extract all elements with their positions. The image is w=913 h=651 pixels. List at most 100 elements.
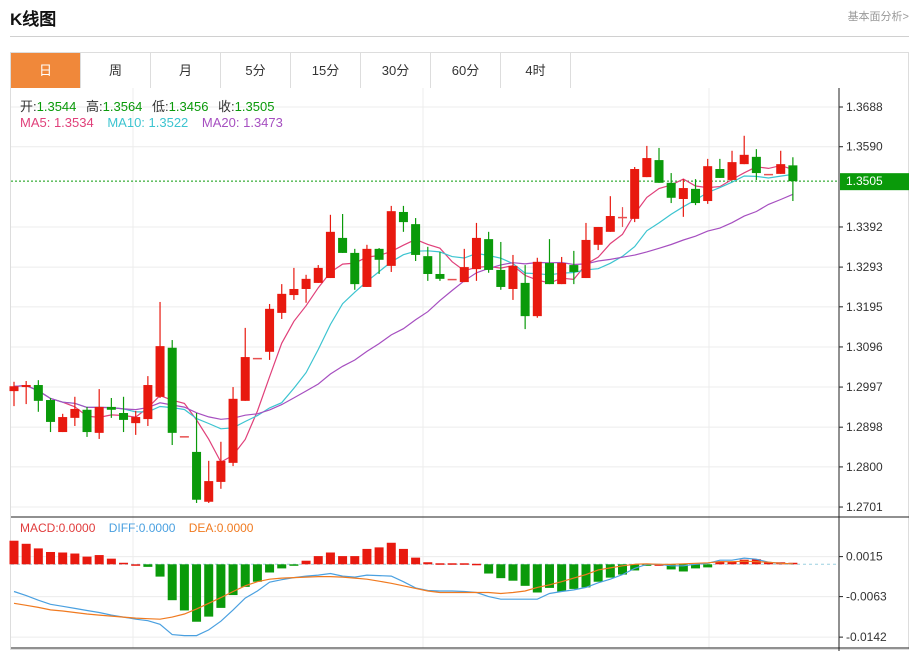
price-tick-label: 1.2800: [846, 460, 883, 474]
candle-body: [228, 398, 238, 463]
tab-month[interactable]: 月: [151, 53, 221, 88]
macd-histogram-bar: [106, 558, 116, 565]
low-value: 1.3456: [168, 99, 209, 114]
page-title: K线图: [10, 10, 57, 29]
candle: [252, 357, 262, 360]
price-tick-label: 1.2997: [846, 380, 883, 394]
candle: [788, 157, 798, 202]
macd-histogram-bar: [508, 564, 518, 581]
candle: [532, 257, 542, 318]
candle-body: [106, 406, 116, 410]
macd-histogram-bar: [289, 564, 299, 566]
macd-histogram-bar: [423, 562, 433, 565]
price-tick-label: 1.3195: [846, 300, 883, 314]
tab-15min[interactable]: 15分: [291, 53, 361, 88]
macd-histogram-bar: [666, 564, 676, 570]
price-tick-label: 1.3096: [846, 340, 883, 354]
macd-histogram-bar: [496, 564, 506, 579]
candle: [471, 222, 481, 281]
candle-body: [569, 265, 579, 272]
price-tick-label: 1.2898: [846, 420, 883, 434]
candle-body: [727, 162, 737, 180]
candle-body: [593, 226, 603, 245]
candle-body: [532, 261, 542, 317]
chart-frame: [10, 52, 909, 650]
macd-histogram-bar: [484, 564, 494, 574]
macd-histogram-bar: [471, 563, 481, 566]
candle: [423, 246, 433, 281]
candle-body: [715, 169, 725, 178]
open-label: 开:: [20, 99, 37, 114]
macd-histogram-bar: [618, 564, 627, 575]
tab-week[interactable]: 周: [81, 53, 151, 88]
candle: [715, 158, 725, 178]
price-tick-label: 1.3688: [846, 100, 883, 114]
high-value: 1.3564: [102, 99, 143, 114]
macd-histogram-bar: [374, 547, 384, 565]
candle-body: [398, 211, 408, 223]
macd-histogram-bar: [386, 542, 396, 565]
macd-histogram-bar: [459, 563, 469, 565]
candle: [192, 413, 202, 503]
macd-histogram-bar: [520, 564, 530, 586]
candle: [350, 248, 360, 290]
tab-5min[interactable]: 5分: [221, 53, 291, 88]
candle: [642, 145, 652, 178]
header-divider: [10, 36, 909, 37]
tab-60min[interactable]: 60分: [431, 53, 501, 88]
candle-body: [362, 248, 372, 287]
price-tick-label: 1.2701: [846, 500, 883, 514]
candle: [398, 205, 408, 232]
close-value: 1.3505: [234, 99, 275, 114]
candle: [691, 179, 701, 206]
macd-histogram-bar: [167, 564, 177, 601]
candle-body: [788, 165, 798, 182]
tab-day[interactable]: 日: [11, 53, 81, 88]
candle-body: [265, 308, 275, 352]
fundamental-analysis-link[interactable]: 基本面分析>: [847, 11, 909, 23]
candle-body: [179, 436, 189, 438]
close-label: 收:: [218, 99, 235, 114]
candle: [46, 398, 56, 433]
candle: [508, 254, 518, 300]
macd-histogram-bar: [642, 564, 652, 566]
candle: [751, 149, 761, 180]
candle-body: [423, 256, 433, 274]
macd-histogram-bar: [179, 564, 189, 611]
candle: [411, 218, 421, 262]
candle-body: [447, 278, 457, 281]
candle: [605, 196, 615, 232]
candle: [155, 301, 165, 399]
candle-body: [459, 267, 469, 283]
dea-value: DEA:0.0000: [188, 521, 254, 535]
tab-4hour[interactable]: 4时: [501, 53, 571, 88]
candle: [544, 239, 554, 285]
candle: [289, 267, 299, 300]
candle: [374, 248, 384, 274]
candle-body: [764, 173, 774, 176]
candle: [435, 252, 445, 281]
macd-histogram-bar: [204, 564, 214, 617]
candle-body: [240, 357, 250, 401]
diff-value: DIFF:0.0000: [108, 521, 176, 535]
macd-histogram-bar: [703, 564, 713, 568]
macd-histogram-bar: [678, 564, 688, 572]
macd-histogram-bar: [593, 564, 603, 582]
candle: [313, 265, 323, 283]
tab-30min[interactable]: 30分: [361, 53, 431, 88]
candle: [557, 256, 567, 285]
candle-body: [691, 188, 701, 204]
macd-histogram-bar: [46, 551, 56, 565]
candle: [131, 410, 141, 435]
macd-histogram-bar: [131, 564, 141, 566]
candle-body: [216, 460, 226, 482]
candle: [265, 303, 275, 360]
candle: [618, 207, 627, 227]
candle-body: [557, 263, 567, 285]
candle-body: [471, 237, 481, 270]
macd-histogram-bar: [411, 557, 421, 565]
candle-body: [520, 282, 530, 317]
macd-histogram-bar: [398, 548, 408, 565]
candle-body: [94, 406, 104, 433]
